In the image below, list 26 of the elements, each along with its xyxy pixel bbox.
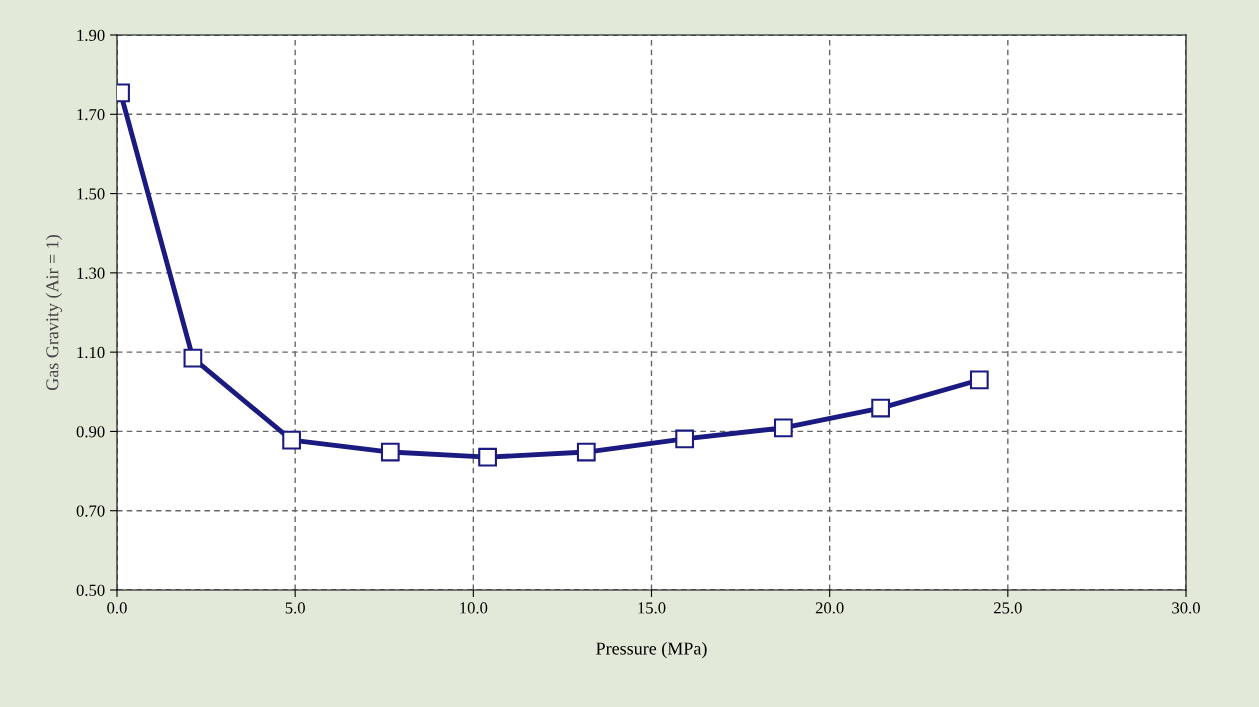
- y-tick-label: 0.70: [76, 505, 105, 517]
- x-tick-label: 25.0: [993, 602, 1022, 614]
- x-tick-label: 10.0: [460, 602, 488, 614]
- y-tick-label: 1.70: [77, 108, 105, 121]
- y-tick-label: 1.90: [77, 29, 105, 42]
- x-tick-label: 20.0: [815, 602, 844, 614]
- point: [380, 442, 400, 462]
- x-axis-title: Pressure (MPa): [596, 641, 707, 659]
- x-tick-label: 30.0: [1172, 602, 1200, 614]
- point: [478, 447, 497, 467]
- y-tick-label: 1.30: [77, 267, 105, 279]
- x-tick-label: 0.0: [107, 602, 127, 614]
- y-tick-label: 1.50: [77, 188, 105, 200]
- x-tick-label: 15.0: [638, 602, 666, 614]
- point: [969, 370, 989, 390]
- point: [183, 348, 203, 368]
- y-tick-label: 0.90: [76, 426, 105, 438]
- point: [675, 429, 695, 449]
- point: [576, 442, 596, 462]
- y-tick-label: 1.10: [77, 346, 105, 359]
- y-axis-title: Gas Gravity (Air = 1): [45, 235, 63, 391]
- point: [871, 398, 890, 418]
- x-tick-label: 5.0: [285, 602, 305, 614]
- y-tick-label: 0.50: [76, 584, 105, 597]
- point: [773, 418, 793, 438]
- point: [282, 430, 301, 450]
